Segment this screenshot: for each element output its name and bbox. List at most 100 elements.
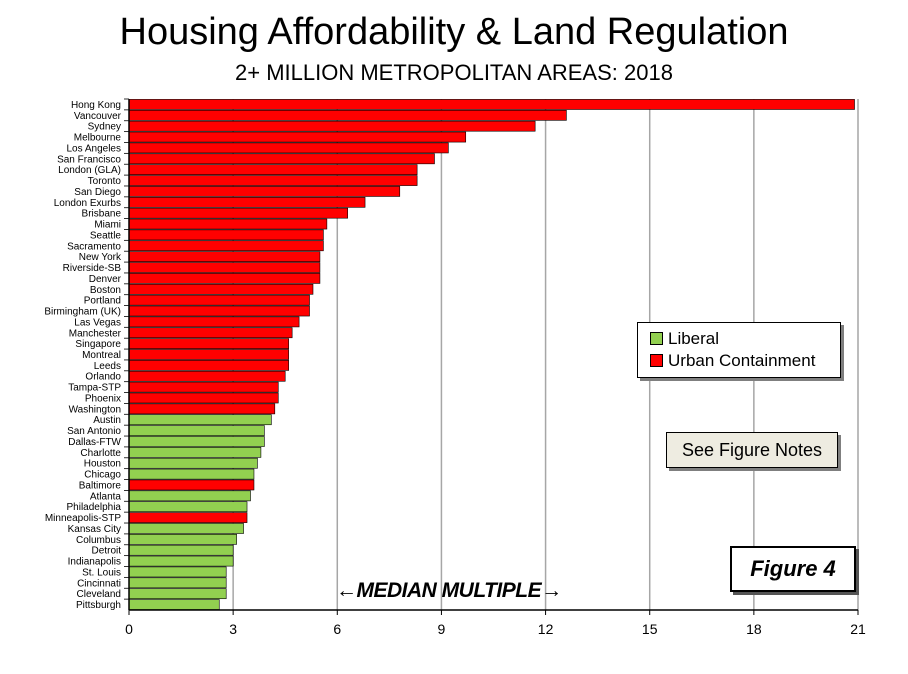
- x-tick-label: 18: [746, 621, 762, 637]
- bar-philadelphia: [128, 501, 248, 513]
- bar-washington: [128, 403, 276, 415]
- bar-seattle: [128, 229, 324, 241]
- bar-melbourne: [128, 131, 467, 143]
- category-label: Indianapolis: [68, 557, 121, 568]
- category-label: Austin: [93, 415, 121, 426]
- category-label: Dallas-FTW: [68, 437, 121, 448]
- category-label: Sydney: [88, 122, 121, 133]
- category-label: Columbus: [76, 535, 121, 546]
- legend-item-liberal: Liberal: [650, 329, 719, 349]
- bar-detroit: [128, 544, 234, 556]
- bar-vancouver: [128, 109, 567, 121]
- category-label: Melbourne: [74, 133, 122, 144]
- bar-sydney: [128, 120, 536, 132]
- bar-san-francisco: [128, 153, 435, 165]
- category-label: Manchester: [69, 328, 122, 339]
- category-label: Seattle: [90, 230, 122, 241]
- bar-boston: [128, 283, 314, 295]
- category-label: Toronto: [88, 176, 122, 187]
- bar-leeds: [128, 360, 289, 371]
- bar-singapore: [128, 338, 289, 349]
- category-label: Phoenix: [85, 393, 121, 404]
- bar-columbus: [128, 533, 237, 545]
- urban-containment-swatch: [650, 354, 663, 368]
- category-label: Montreal: [82, 350, 121, 361]
- x-tick-label: 3: [229, 621, 237, 637]
- category-label: New York: [79, 252, 122, 263]
- bar-indianapolis: [128, 555, 234, 567]
- bar-riverside-sb: [128, 262, 321, 273]
- bar-tampa-stp: [128, 381, 279, 393]
- category-label: St. Louis: [82, 567, 121, 578]
- bar-portland: [128, 294, 310, 306]
- x-tick-label: 9: [438, 621, 446, 637]
- x-tick-label: 6: [333, 621, 341, 637]
- bar-london-exurbs: [128, 196, 366, 208]
- bar-charlotte: [128, 447, 262, 458]
- category-label: Orlando: [85, 372, 121, 383]
- bar-cincinnati: [128, 577, 227, 589]
- see-figure-notes-button[interactable]: See Figure Notes: [666, 432, 838, 468]
- bar-orlando: [128, 370, 286, 382]
- legend-item-urban-containment: Urban Containment: [650, 351, 815, 371]
- category-label: Birmingham (UK): [44, 307, 121, 318]
- bar-phoenix: [128, 392, 279, 404]
- category-label: Cleveland: [77, 589, 121, 600]
- category-label: San Diego: [74, 187, 121, 198]
- category-label: Baltimore: [79, 480, 122, 491]
- category-label: Hong Kong: [71, 100, 121, 111]
- bar-cleveland: [128, 588, 227, 600]
- bar-san-antonio: [128, 425, 265, 436]
- category-label: Tampa-STP: [68, 383, 121, 394]
- bar-st-louis: [128, 566, 227, 578]
- bar-toronto: [128, 175, 418, 186]
- bar-baltimore: [128, 479, 255, 491]
- category-label: Denver: [89, 274, 122, 285]
- bar-sacramento: [128, 240, 324, 252]
- category-label: Las Vegas: [74, 317, 121, 328]
- bar-brisbane: [128, 207, 348, 219]
- category-label: Leeds: [94, 361, 121, 372]
- category-label: Atlanta: [90, 491, 122, 502]
- bar-kansas-city: [128, 523, 244, 534]
- chart-title: Housing Affordability & Land Regulation: [119, 11, 789, 53]
- category-label: Boston: [90, 285, 121, 296]
- bar-chicago: [128, 468, 255, 480]
- bar-manchester: [128, 327, 293, 339]
- legend: Liberal Urban Containment: [637, 322, 841, 378]
- category-label: Miami: [94, 220, 121, 231]
- category-label: Brisbane: [82, 209, 122, 220]
- bar-denver: [128, 273, 321, 284]
- category-label: Singapore: [75, 339, 121, 350]
- bar-birmingham-uk-: [128, 305, 310, 317]
- category-label: Chicago: [84, 470, 121, 481]
- category-label: Houston: [84, 459, 121, 470]
- bar-london-gla-: [128, 164, 418, 176]
- category-label: Washington: [69, 404, 121, 415]
- legend-label-urban-containment: Urban Containment: [668, 351, 816, 370]
- x-tick-label: 15: [642, 621, 658, 637]
- category-label: London (GLA): [58, 165, 121, 176]
- bar-los-angeles: [128, 142, 449, 154]
- bar-hong-kong: [128, 99, 855, 110]
- x-tick-label: 0: [125, 621, 133, 637]
- bar-dallas-ftw: [128, 436, 265, 447]
- legend-label-liberal: Liberal: [668, 329, 720, 348]
- bar-austin: [128, 414, 272, 426]
- bar-houston: [128, 457, 258, 469]
- bar-miami: [128, 218, 328, 230]
- median-multiple-annotation: ←MEDIAN MULTIPLE→: [336, 579, 562, 602]
- figure-label: Figure 4: [730, 546, 856, 592]
- category-label: Cincinnati: [77, 578, 121, 589]
- category-label: Pittsburgh: [76, 600, 121, 611]
- bar-minneapolis-stp: [128, 512, 248, 523]
- x-tick-label: 12: [538, 621, 554, 637]
- x-tick-label: 21: [850, 621, 866, 637]
- category-label: Portland: [84, 296, 121, 307]
- category-label: Charlotte: [80, 448, 121, 459]
- category-label: Vancouver: [74, 111, 122, 122]
- bar-las-vegas: [128, 316, 300, 328]
- category-label: San Antonio: [67, 426, 121, 437]
- category-label: Philadelphia: [67, 502, 122, 513]
- bar-san-diego: [128, 186, 401, 197]
